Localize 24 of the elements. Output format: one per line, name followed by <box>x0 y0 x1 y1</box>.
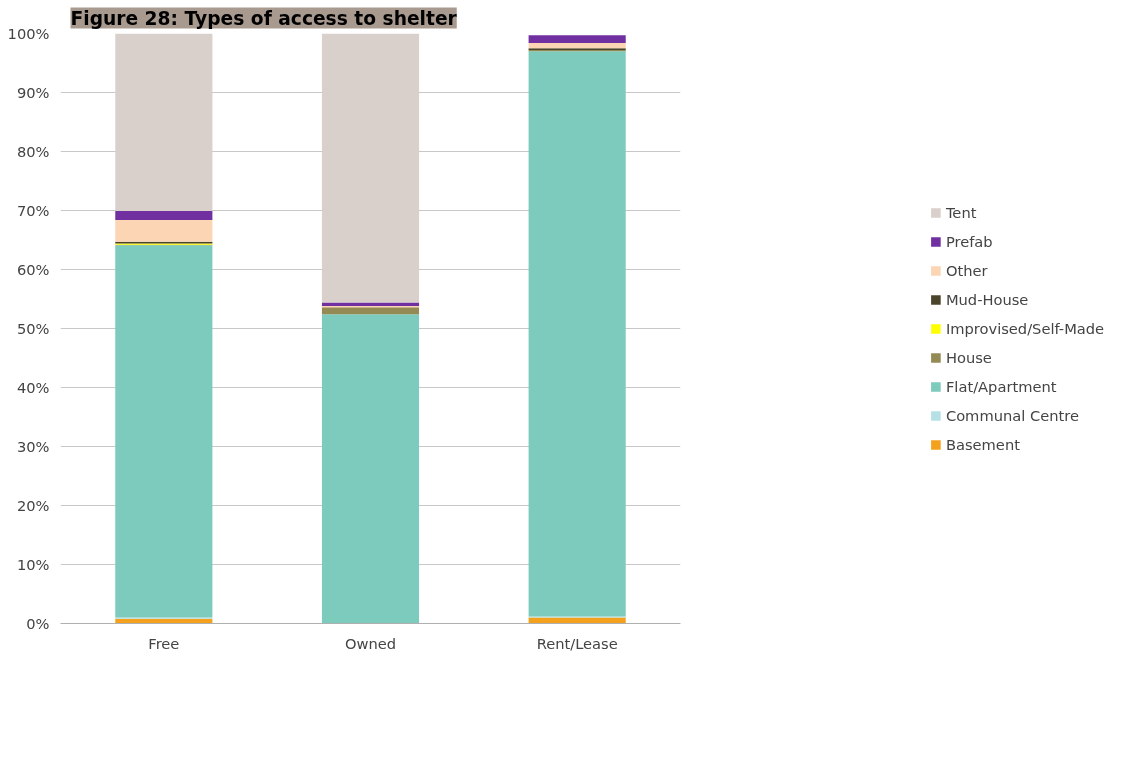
y-tick-label: 10% <box>16 556 50 573</box>
legend-label: Communal Centre <box>945 406 1079 424</box>
y-tick-label: 80% <box>16 143 50 160</box>
legend-label: Prefab <box>945 232 993 250</box>
y-tick-label: 20% <box>16 497 50 514</box>
x-tick-label: Owned <box>344 634 397 652</box>
x-tick-label: Free <box>148 634 180 652</box>
y-tick-label: 90% <box>16 84 50 101</box>
y-tick-label: 40% <box>16 379 50 396</box>
y-tick-label: 0% <box>26 615 50 632</box>
chart-title: Figure 28: Types of access to shelter <box>70 7 458 29</box>
legend-label: House <box>945 348 992 366</box>
y-tick-label: 70% <box>16 202 50 219</box>
legend-label: Tent <box>945 203 977 221</box>
legend-label: Other <box>945 261 988 279</box>
legend-label: Basement <box>945 435 1020 453</box>
x-tick-label: Rent/Lease <box>536 634 618 652</box>
legend-label: Improvised/Self-Made <box>945 319 1105 337</box>
legend-label: Mud-House <box>945 290 1029 308</box>
legend-label: Flat/Apartment <box>945 377 1057 395</box>
y-tick-label: 60% <box>16 261 50 278</box>
y-tick-label: 30% <box>16 438 50 455</box>
y-tick-label: 100% <box>7 25 50 42</box>
y-tick-label: 50% <box>16 320 50 337</box>
